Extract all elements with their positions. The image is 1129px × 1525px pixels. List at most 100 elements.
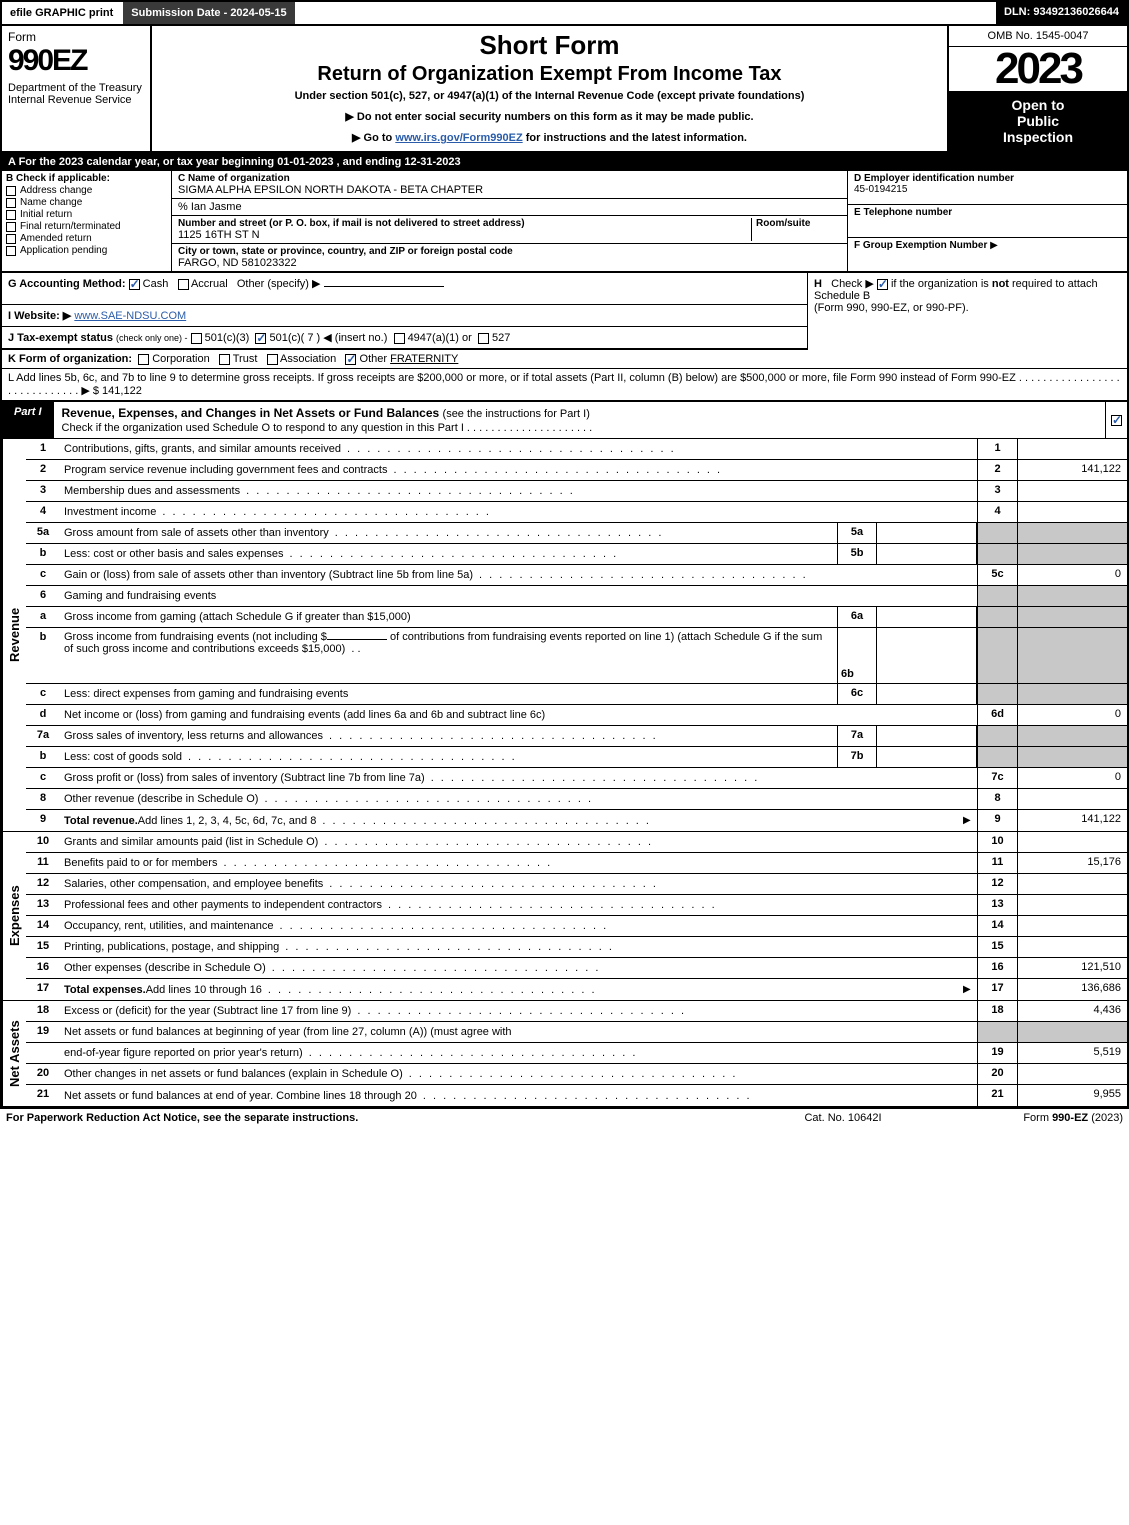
footer-left: For Paperwork Reduction Act Notice, see … xyxy=(6,1112,743,1124)
cb-name-change[interactable]: Name change xyxy=(6,197,167,208)
cb-label: Amended return xyxy=(20,233,92,244)
cb-501c3[interactable] xyxy=(191,333,202,344)
h-not: not xyxy=(992,278,1009,290)
cash-label: Cash xyxy=(143,278,169,290)
arrow-icon xyxy=(963,810,977,831)
other-org-label: Other xyxy=(360,353,388,365)
cb-label: Application pending xyxy=(20,245,107,256)
title-long: Return of Organization Exempt From Incom… xyxy=(158,63,941,86)
line12-desc: Salaries, other compensation, and employ… xyxy=(60,874,977,894)
h-text1: Check ▶ xyxy=(831,278,874,290)
line4-desc: Investment income xyxy=(60,502,977,522)
row-a: A For the 2023 calendar year, or tax yea… xyxy=(0,153,1129,171)
line3-val xyxy=(1017,481,1127,501)
line19a-desc: Net assets or fund balances at beginning… xyxy=(60,1022,977,1042)
expenses-grid: Expenses 10Grants and similar amounts pa… xyxy=(0,832,1129,1001)
cb-527[interactable] xyxy=(478,333,489,344)
header-center: Short Form Return of Organization Exempt… xyxy=(152,26,947,151)
city-state-zip: FARGO, ND 581023322 xyxy=(178,257,297,269)
line18-desc: Excess or (deficit) for the year (Subtra… xyxy=(60,1001,977,1021)
cb-other-org[interactable] xyxy=(345,354,356,365)
header-left: Form 990EZ Department of the Treasury In… xyxy=(2,26,152,151)
line6-desc: Gaming and fundraising events xyxy=(60,586,977,606)
line2-desc: Program service revenue including govern… xyxy=(60,460,977,480)
title-short: Short Form xyxy=(158,30,941,61)
part1-sub: (see the instructions for Part I) xyxy=(443,408,590,420)
cb-accrual[interactable] xyxy=(178,279,189,290)
row-j: J Tax-exempt status (check only one) - 5… xyxy=(2,327,807,350)
irs-link[interactable]: www.irs.gov/Form990EZ xyxy=(395,132,522,144)
tax-year: 2023 xyxy=(949,47,1127,91)
line19-val: 5,519 xyxy=(1017,1043,1127,1063)
part1-tab: Part I xyxy=(2,402,54,438)
cb-4947[interactable] xyxy=(394,333,405,344)
l-value: 141,122 xyxy=(102,385,142,397)
line7c-val: 0 xyxy=(1017,768,1127,788)
cb-final-return[interactable]: Final return/terminated xyxy=(6,221,167,232)
line17-desc: Total expenses. Add lines 10 through 16 xyxy=(60,979,963,1000)
cb-cash[interactable] xyxy=(129,279,140,290)
form-header: Form 990EZ Department of the Treasury In… xyxy=(0,26,1129,153)
h-text2: if the organization is xyxy=(891,278,992,290)
form-number: 990EZ xyxy=(8,44,144,78)
top-bar: efile GRAPHIC print Submission Date - 20… xyxy=(0,0,1129,26)
cb-application-pending[interactable]: Application pending xyxy=(6,245,167,256)
assoc-label: Association xyxy=(280,353,336,365)
cb-amended[interactable]: Amended return xyxy=(6,233,167,244)
k-label: K Form of organization: xyxy=(8,353,132,365)
row-l: L Add lines 5b, 6c, and 7b to line 9 to … xyxy=(0,369,1129,402)
line14-desc: Occupancy, rent, utilities, and maintena… xyxy=(60,916,977,936)
cb-501c[interactable] xyxy=(255,333,266,344)
note2-pre: ▶ Go to xyxy=(352,132,395,144)
other-label: Other (specify) ▶ xyxy=(237,278,321,290)
b-header: B Check if applicable: xyxy=(6,173,167,184)
line4-val xyxy=(1017,502,1127,522)
form-label: Form xyxy=(8,30,144,44)
cb-corp[interactable] xyxy=(138,354,149,365)
col-b: B Check if applicable: Address change Na… xyxy=(2,171,172,271)
line13-desc: Professional fees and other payments to … xyxy=(60,895,977,915)
part1-checkbox[interactable] xyxy=(1105,402,1127,438)
trust-label: Trust xyxy=(233,353,258,365)
line11-desc: Benefits paid to or for members xyxy=(60,853,977,873)
line20-desc: Other changes in net assets or fund bala… xyxy=(60,1064,977,1084)
cb-initial-return[interactable]: Initial return xyxy=(6,209,167,220)
note2-post: for instructions and the latest informat… xyxy=(523,132,747,144)
expenses-sidelabel: Expenses xyxy=(2,832,26,1000)
cb-address-change[interactable]: Address change xyxy=(6,185,167,196)
row-i: I Website: ▶ www.SAE-NDSU.COM xyxy=(2,305,807,327)
row-h: H Check ▶ if the organization is not req… xyxy=(807,273,1127,350)
inspection-badge: Open to Public Inspection xyxy=(949,91,1127,151)
j-label: J Tax-exempt status xyxy=(8,332,113,344)
g-label: G Accounting Method: xyxy=(8,278,126,290)
netassets-sidelabel: Net Assets xyxy=(2,1001,26,1106)
cb-assoc[interactable] xyxy=(267,354,278,365)
website-link[interactable]: www.SAE-NDSU.COM xyxy=(74,310,186,322)
line5c-val: 0 xyxy=(1017,565,1127,585)
footer: For Paperwork Reduction Act Notice, see … xyxy=(0,1108,1129,1127)
part1-check-line: Check if the organization used Schedule … xyxy=(62,422,593,434)
line21-desc: Net assets or fund balances at end of ye… xyxy=(60,1085,977,1106)
other-input[interactable] xyxy=(324,286,444,287)
submission-date: Submission Date - 2024-05-15 xyxy=(123,2,296,24)
501c-label: 501(c)( 7 ) ◀ (insert no.) xyxy=(269,332,387,344)
efile-button[interactable]: efile GRAPHIC print xyxy=(2,2,123,24)
inspect-line1: Open to xyxy=(953,97,1123,113)
row-g: G Accounting Method: Cash Accrual Other … xyxy=(2,273,807,305)
col-gi: G Accounting Method: Cash Accrual Other … xyxy=(2,273,807,350)
cb-trust[interactable] xyxy=(219,354,230,365)
line15-desc: Printing, publications, postage, and shi… xyxy=(60,937,977,957)
line6a-desc: Gross income from gaming (attach Schedul… xyxy=(60,607,837,627)
dln-label: DLN: 93492136026644 xyxy=(996,2,1127,24)
part1-header: Part I Revenue, Expenses, and Changes in… xyxy=(0,402,1129,439)
footer-right: Form 990-EZ (2023) xyxy=(943,1112,1123,1124)
line6b-desc: Gross income from fundraising events (no… xyxy=(60,628,837,683)
l-text: L Add lines 5b, 6c, and 7b to line 9 to … xyxy=(8,372,1120,397)
care-of: % Ian Jasme xyxy=(178,201,242,213)
footer-mid: Cat. No. 10642I xyxy=(743,1112,943,1124)
part1-title-text: Revenue, Expenses, and Changes in Net As… xyxy=(62,406,443,420)
street-address: 1125 16TH ST N xyxy=(178,229,260,241)
line18-val: 4,436 xyxy=(1017,1001,1127,1021)
line8-desc: Other revenue (describe in Schedule O) xyxy=(60,789,977,809)
cb-schedule-b[interactable] xyxy=(877,279,888,290)
